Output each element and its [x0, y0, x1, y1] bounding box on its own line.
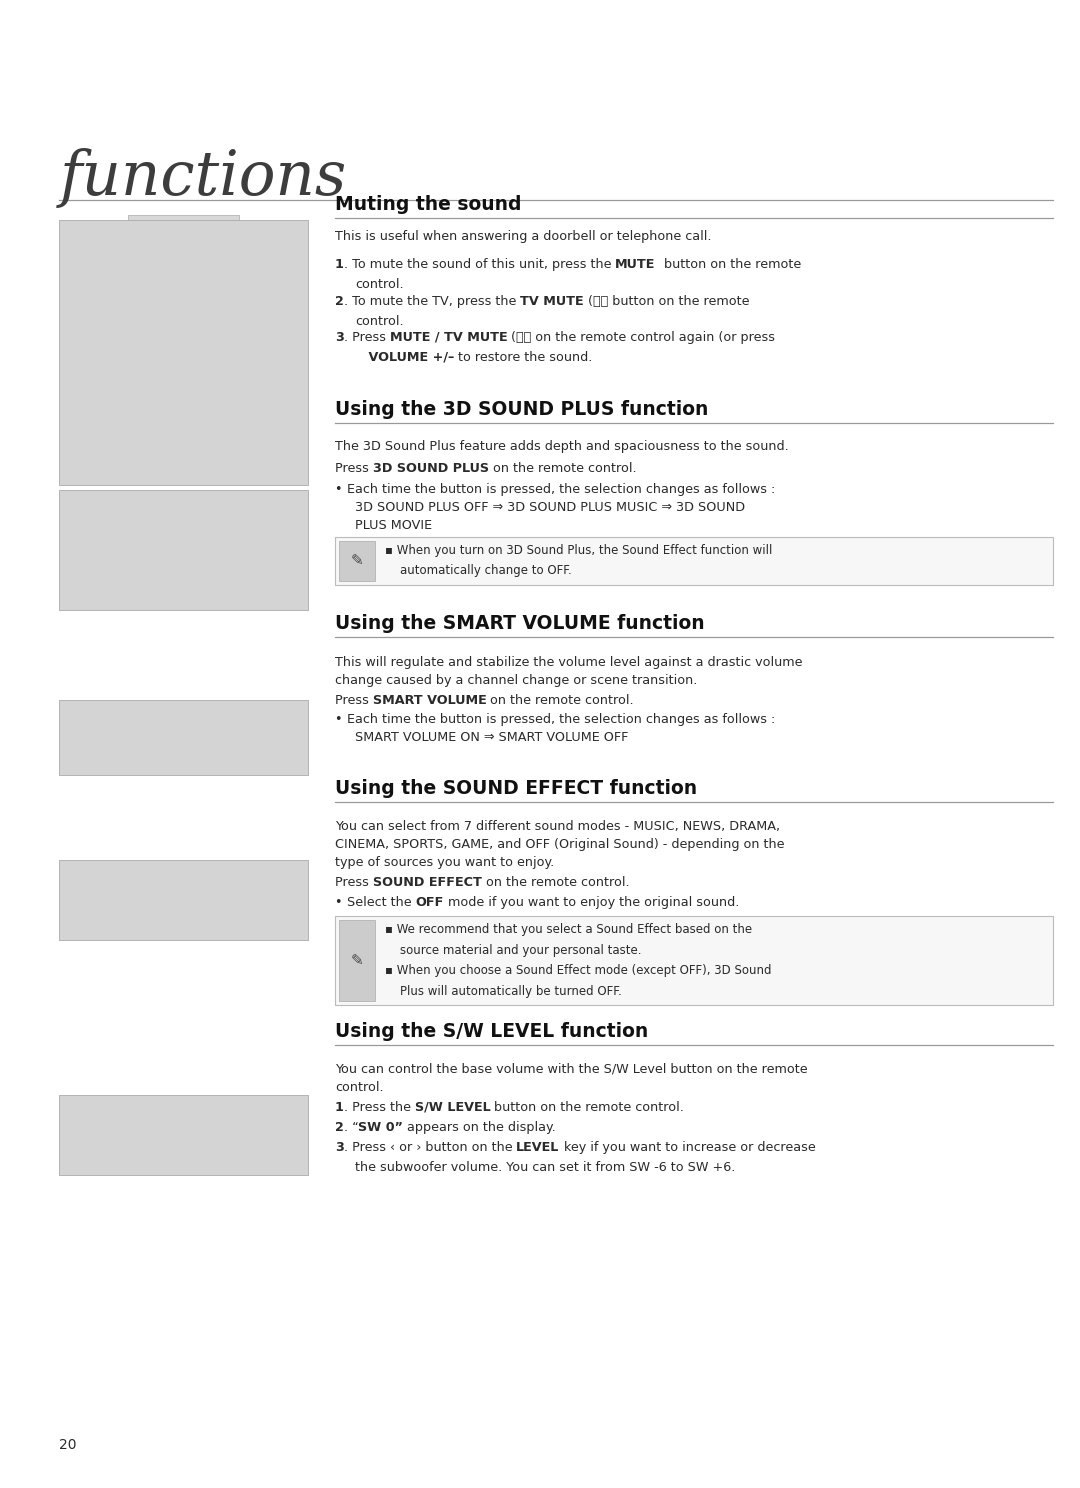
Text: functions: functions: [59, 147, 347, 208]
Text: button on the remote control.: button on the remote control.: [490, 1101, 685, 1115]
Text: Using the SMART VOLUME function: Using the SMART VOLUME function: [335, 615, 704, 632]
Bar: [59, 699, 308, 775]
Text: •: •: [335, 896, 347, 909]
Text: This will regulate and stabilize the volume level against a drastic volume: This will regulate and stabilize the vol…: [335, 656, 802, 670]
Text: . Press ‹ or › button on the: . Press ‹ or › button on the: [343, 1141, 516, 1155]
Text: on the remote control.: on the remote control.: [482, 876, 630, 888]
Text: CINEMA, SPORTS, GAME, and OFF (Original Sound) - depending on the: CINEMA, SPORTS, GAME, and OFF (Original …: [335, 838, 784, 851]
Text: SMART VOLUME: SMART VOLUME: [373, 693, 486, 707]
Text: MUTE: MUTE: [616, 257, 656, 271]
Bar: [339, 920, 375, 1001]
Text: . “: . “: [343, 1120, 359, 1134]
Text: (ྤ） on the remote control again (or press: (ྤ） on the remote control again (or pres…: [508, 330, 775, 344]
Text: 3D SOUND PLUS OFF ⇒ 3D SOUND PLUS MUSIC ⇒ 3D SOUND: 3D SOUND PLUS OFF ⇒ 3D SOUND PLUS MUSIC …: [355, 501, 745, 513]
Text: change caused by a channel change or scene transition.: change caused by a channel change or sce…: [335, 674, 698, 687]
Text: 3D SOUND PLUS: 3D SOUND PLUS: [373, 461, 488, 475]
Text: (ྤ） button on the remote: (ྤ） button on the remote: [583, 295, 750, 308]
Text: 1: 1: [335, 1101, 343, 1115]
Text: Each time the button is pressed, the selection changes as follows :: Each time the button is pressed, the sel…: [347, 713, 775, 726]
Text: Using the 3D SOUND PLUS function: Using the 3D SOUND PLUS function: [335, 400, 708, 420]
Bar: [59, 860, 308, 940]
Text: control.: control.: [335, 1080, 383, 1094]
Bar: [127, 214, 240, 310]
Bar: [59, 220, 308, 485]
Text: Using the SOUND EFFECT function: Using the SOUND EFFECT function: [335, 780, 697, 798]
Text: . To mute the sound of this unit, press the: . To mute the sound of this unit, press …: [343, 257, 616, 271]
Text: on the remote control.: on the remote control.: [486, 693, 634, 707]
Text: 2: 2: [335, 295, 343, 308]
Text: . To mute the TV, press the: . To mute the TV, press the: [343, 295, 521, 308]
Text: Press: Press: [335, 876, 373, 888]
Text: SOUND EFFECT: SOUND EFFECT: [373, 876, 482, 888]
Text: SW 0”: SW 0”: [359, 1120, 404, 1134]
Text: Press: Press: [335, 461, 373, 475]
Text: on the remote control.: on the remote control.: [488, 461, 636, 475]
Text: 2: 2: [335, 1120, 343, 1134]
Text: TV MUTE: TV MUTE: [521, 295, 583, 308]
Text: Muting the sound: Muting the sound: [335, 195, 522, 214]
Text: 3: 3: [335, 1141, 343, 1155]
Text: control.: control.: [355, 278, 404, 292]
Text: 1: 1: [335, 257, 343, 271]
Text: ✎: ✎: [350, 554, 363, 568]
Text: ▪ When you turn on 3D Sound Plus, the Sound Effect function will: ▪ When you turn on 3D Sound Plus, the So…: [384, 545, 772, 557]
Text: the subwoofer volume. You can set it from SW -6 to SW +6.: the subwoofer volume. You can set it fro…: [355, 1161, 735, 1174]
Text: The 3D Sound Plus feature adds depth and spaciousness to the sound.: The 3D Sound Plus feature adds depth and…: [335, 440, 788, 452]
Text: You can control the base volume with the S/W Level button on the remote: You can control the base volume with the…: [335, 1062, 808, 1076]
Bar: [59, 1095, 308, 1176]
Text: VOLUME +/–: VOLUME +/–: [355, 351, 454, 365]
Bar: [335, 537, 1053, 585]
Text: Using the S/W LEVEL function: Using the S/W LEVEL function: [335, 1022, 648, 1042]
Text: 3: 3: [335, 330, 343, 344]
Text: mode if you want to enjoy the original sound.: mode if you want to enjoy the original s…: [444, 896, 739, 909]
Text: S/W LEVEL: S/W LEVEL: [415, 1101, 490, 1115]
Text: Each time the button is pressed, the selection changes as follows :: Each time the button is pressed, the sel…: [347, 484, 775, 496]
Text: ▪ We recommend that you select a Sound Effect based on the: ▪ We recommend that you select a Sound E…: [384, 923, 752, 936]
Text: . Press the: . Press the: [343, 1101, 415, 1115]
Text: ▪ When you choose a Sound Effect mode (except OFF), 3D Sound: ▪ When you choose a Sound Effect mode (e…: [384, 964, 771, 978]
Text: control.: control.: [355, 315, 404, 327]
Text: button on the remote: button on the remote: [656, 257, 800, 271]
Text: automatically change to OFF.: automatically change to OFF.: [384, 564, 571, 577]
Text: •: •: [335, 484, 347, 496]
Bar: [59, 490, 308, 610]
Text: SMART VOLUME ON ⇒ SMART VOLUME OFF: SMART VOLUME ON ⇒ SMART VOLUME OFF: [355, 731, 629, 744]
Text: ✎: ✎: [350, 952, 363, 969]
Text: PLUS MOVIE: PLUS MOVIE: [355, 519, 432, 533]
Text: OFF: OFF: [416, 896, 444, 909]
Text: This is useful when answering a doorbell or telephone call.: This is useful when answering a doorbell…: [335, 231, 712, 243]
Bar: [339, 542, 375, 580]
Text: Plus will automatically be turned OFF.: Plus will automatically be turned OFF.: [384, 985, 622, 998]
Text: •: •: [335, 713, 347, 726]
Text: . Press: . Press: [343, 330, 390, 344]
Text: source material and your personal taste.: source material and your personal taste.: [384, 943, 642, 957]
Text: You can select from 7 different sound modes - MUSIC, NEWS, DRAMA,: You can select from 7 different sound mo…: [335, 820, 780, 833]
Text: 20: 20: [59, 1437, 77, 1452]
Text: appears on the display.: appears on the display.: [404, 1120, 556, 1134]
Text: LEVEL: LEVEL: [516, 1141, 559, 1155]
Text: key if you want to increase or decrease: key if you want to increase or decrease: [559, 1141, 815, 1155]
Text: Press: Press: [335, 693, 373, 707]
Bar: [335, 917, 1053, 1004]
Text: Select the: Select the: [347, 896, 416, 909]
Text: MUTE / TV MUTE: MUTE / TV MUTE: [390, 330, 508, 344]
Text: to restore the sound.: to restore the sound.: [454, 351, 593, 365]
Text: type of sources you want to enjoy.: type of sources you want to enjoy.: [335, 856, 554, 869]
